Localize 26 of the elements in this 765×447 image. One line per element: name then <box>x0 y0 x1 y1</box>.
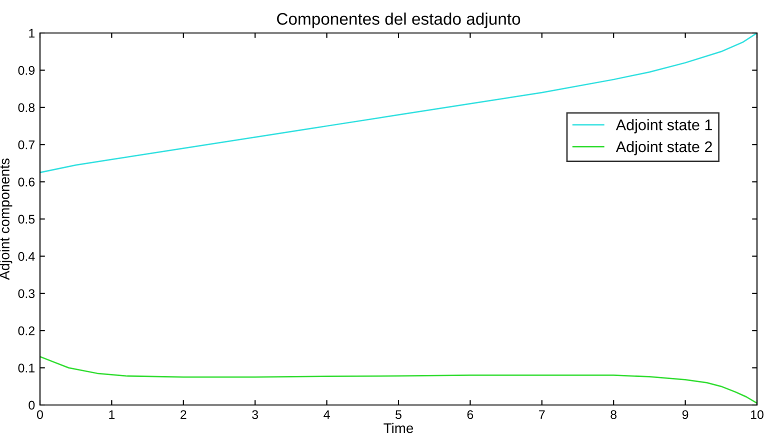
x-tick-label: 1 <box>109 410 115 419</box>
y-tick-label: 0.2 <box>18 326 35 336</box>
y-tick-label: 1 <box>29 28 35 38</box>
y-tick-label: 0.1 <box>18 364 35 372</box>
y-tick-label: 0.7 <box>18 140 35 150</box>
y-tick-label: 0.9 <box>18 66 35 75</box>
x-axis-title: Time <box>384 422 414 434</box>
y-tick-label: 0.5 <box>18 214 35 224</box>
y-tick-label: 0.3 <box>18 289 35 298</box>
x-tick-label: 6 <box>467 410 474 420</box>
legend-label: Adjoint state 2 <box>616 140 712 156</box>
x-tick-label: 8 <box>610 410 617 420</box>
x-tick-label: 5 <box>396 410 402 420</box>
legend-label: Adjoint state 1 <box>616 119 712 134</box>
x-tick-label: 3 <box>252 410 258 420</box>
x-tick-label: 4 <box>324 410 330 419</box>
chart-title: Componentes del estado adjunto <box>277 12 520 28</box>
y-tick-label: 0.8 <box>18 103 35 112</box>
x-tick-label: 10 <box>751 410 764 420</box>
x-tick-label: 9 <box>682 410 688 420</box>
x-tick-label: 2 <box>180 410 186 419</box>
y-tick-label: 0.4 <box>18 252 35 261</box>
x-tick-label: 7 <box>539 410 545 419</box>
x-tick-label: 0 <box>37 410 43 420</box>
y-tick-label: 0 <box>28 400 35 410</box>
y-tick-label: 0.6 <box>18 178 35 186</box>
